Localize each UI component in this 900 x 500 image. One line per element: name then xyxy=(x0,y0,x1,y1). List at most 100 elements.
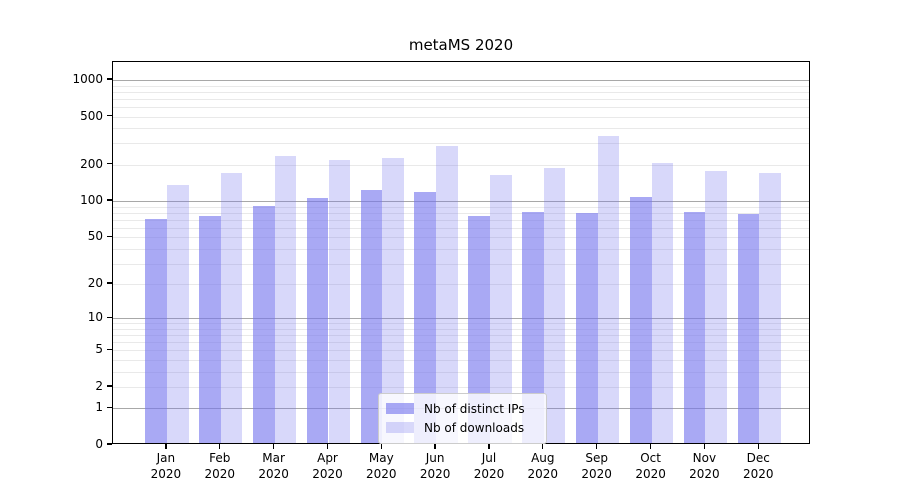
gridline-3 xyxy=(113,371,809,373)
bar-may-downloads xyxy=(382,158,404,443)
y-tick-mark-1000 xyxy=(107,78,112,80)
gridline-10 xyxy=(113,318,809,320)
y-tick-mark-200 xyxy=(107,163,112,165)
y-tick-mark-0 xyxy=(107,443,112,445)
bar-oct-distinct-ips xyxy=(629,197,652,443)
bar-jan-distinct-ips xyxy=(145,219,167,443)
gridline-8 xyxy=(113,328,809,330)
x-tick-mark-jan xyxy=(165,444,167,449)
x-tick-label-jan: Jan 2020 xyxy=(150,451,182,481)
bar-apr-downloads xyxy=(328,160,351,443)
legend-label-ips: Nb of distinct IPs xyxy=(424,401,525,416)
x-tick-label-aug: Aug 2020 xyxy=(527,451,559,481)
x-tick-label-nov: Nov 2020 xyxy=(689,451,720,481)
gridline-500 xyxy=(113,116,809,118)
gridline-200 xyxy=(113,164,809,166)
gridline-300 xyxy=(113,143,809,145)
gridline-60 xyxy=(113,227,809,229)
x-tick-mark-feb xyxy=(219,444,221,449)
y-tick-mark-500 xyxy=(107,114,112,117)
x-tick-mark-jul xyxy=(488,444,490,449)
gridline-50 xyxy=(113,237,809,239)
y-tick-label-2: 2 xyxy=(95,379,103,393)
gridline-30 xyxy=(113,263,809,265)
legend-item-distinct-ips: Nb of distinct IPs xyxy=(386,399,538,418)
y-tick-mark-20 xyxy=(107,282,112,284)
y-tick-mark-10 xyxy=(107,316,112,318)
bar-nov-downloads xyxy=(705,170,728,443)
bar-jun-distinct-ips xyxy=(414,192,437,443)
gridline-100 xyxy=(113,201,809,203)
gridline-600 xyxy=(113,106,809,108)
legend: Nb of distinct IPs Nb of downloads xyxy=(378,393,547,444)
y-tick-label-5: 5 xyxy=(95,342,103,357)
plot-area: Nb of distinct IPs Nb of downloads xyxy=(112,61,810,444)
x-tick-mark-may xyxy=(380,444,382,449)
gridline-2 xyxy=(113,387,809,388)
bar-aug-downloads xyxy=(543,168,566,443)
legend-label-downloads: Nb of downloads xyxy=(424,420,525,435)
bar-jul-downloads xyxy=(490,174,512,443)
bar-oct-downloads xyxy=(651,162,674,443)
bar-apr-distinct-ips xyxy=(306,198,329,443)
gridline-1000 xyxy=(113,80,809,81)
gridline-7 xyxy=(113,335,809,337)
x-tick-mark-dec xyxy=(757,444,759,449)
gridline-9 xyxy=(113,323,809,325)
y-tick-mark-2 xyxy=(107,385,112,387)
bar-feb-downloads xyxy=(220,172,243,443)
bar-jan-downloads xyxy=(166,184,189,443)
y-tick-mark-100 xyxy=(107,199,112,201)
gridlines-layer xyxy=(113,62,809,443)
y-tick-label-20: 20 xyxy=(87,276,103,291)
bar-sep-distinct-ips xyxy=(576,212,598,443)
bar-may-distinct-ips xyxy=(360,189,383,443)
x-tick-mark-aug xyxy=(542,444,544,449)
x-tick-label-mar: Mar 2020 xyxy=(258,451,289,481)
x-tick-label-dec: Dec 2020 xyxy=(743,451,774,481)
x-tick-mark-mar xyxy=(272,444,275,449)
gridline-6 xyxy=(113,342,809,344)
legend-swatch-ips-icon xyxy=(386,403,414,414)
bar-feb-distinct-ips xyxy=(199,216,221,443)
gridline-80 xyxy=(113,212,809,214)
legend-item-downloads: Nb of downloads xyxy=(386,418,538,437)
chart-title: metaMS 2020 xyxy=(408,36,514,54)
gridline-700 xyxy=(113,98,809,100)
gridline-800 xyxy=(113,91,809,93)
gridline-5 xyxy=(113,350,809,352)
y-tick-label-50: 50 xyxy=(87,229,103,244)
bar-aug-distinct-ips xyxy=(522,212,544,443)
bar-jul-distinct-ips xyxy=(468,216,490,443)
x-tick-label-apr: Apr 2020 xyxy=(312,451,343,481)
bar-sep-downloads xyxy=(597,136,620,443)
gridline-70 xyxy=(113,219,809,221)
bar-nov-distinct-ips xyxy=(683,211,706,443)
legend-swatch-downloads-icon xyxy=(386,422,414,433)
x-tick-mark-sep xyxy=(596,444,598,449)
y-tick-label-10: 10 xyxy=(87,310,103,325)
gridline-40 xyxy=(113,248,809,250)
x-tick-label-sep: Sep 2020 xyxy=(581,451,612,481)
y-tick-mark-5 xyxy=(107,348,112,350)
bar-mar-distinct-ips xyxy=(252,206,275,443)
y-tick-label-1000: 1000 xyxy=(72,72,103,86)
x-tick-label-jun: Jun 2020 xyxy=(419,451,451,481)
x-tick-mark-jun xyxy=(434,444,436,449)
y-tick-mark-50 xyxy=(107,235,112,237)
y-tick-label-200: 200 xyxy=(80,156,103,171)
x-tick-label-jul: Jul 2020 xyxy=(473,451,505,481)
x-tick-label-may: May 2020 xyxy=(366,451,397,481)
bars-layer xyxy=(113,62,809,443)
bar-mar-downloads xyxy=(274,156,297,443)
x-tick-label-oct: Oct 2020 xyxy=(635,451,666,481)
x-tick-label-feb: Feb 2020 xyxy=(204,451,236,481)
x-tick-mark-nov xyxy=(703,444,706,449)
y-tick-label-100: 100 xyxy=(80,193,103,208)
gridline-90 xyxy=(113,206,809,208)
y-tick-label-1: 1 xyxy=(95,400,103,415)
bar-dec-distinct-ips xyxy=(737,214,760,443)
gridline-4 xyxy=(113,360,809,361)
x-tick-mark-apr xyxy=(326,444,329,449)
